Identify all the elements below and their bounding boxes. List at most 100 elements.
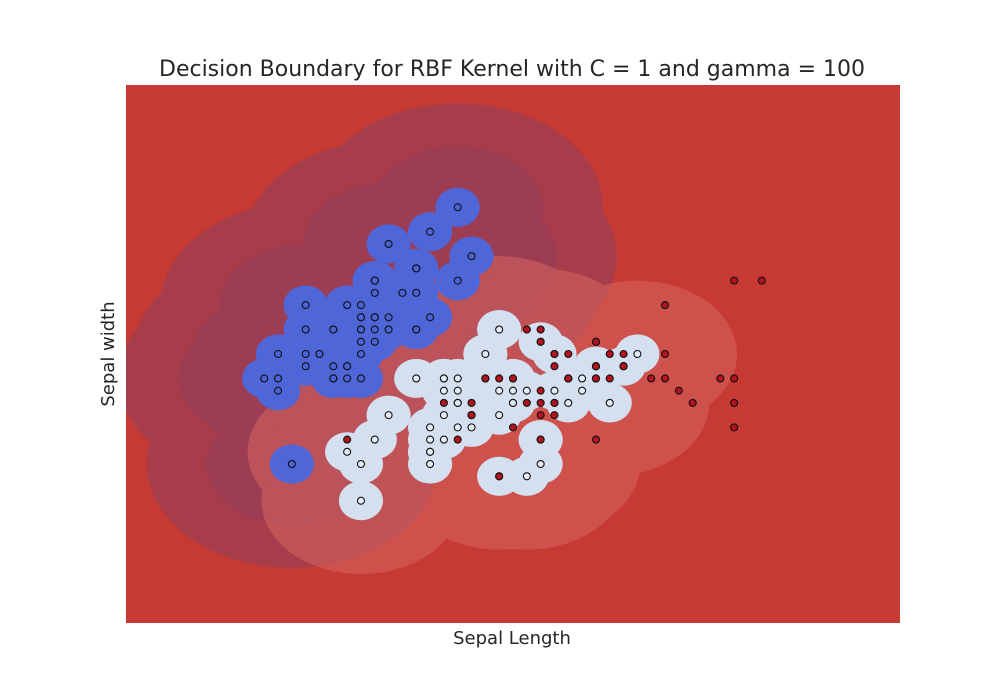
data-point-class-0: [453, 203, 462, 212]
data-point-class-2: [564, 349, 573, 359]
data-point-class-0: [384, 239, 393, 249]
data-point-class-0: [315, 349, 324, 359]
data-point-class-2: [730, 398, 739, 407]
data-point-class-2: [591, 362, 600, 371]
data-point-class-0: [301, 325, 310, 334]
data-point-class-2: [536, 337, 545, 346]
data-point-class-2: [508, 423, 518, 432]
data-point-class-2: [467, 411, 476, 420]
data-point-class-0: [329, 362, 338, 371]
data-point-class-0: [356, 325, 366, 334]
data-point-class-0: [412, 264, 421, 273]
data-point-class-0: [370, 325, 379, 334]
data-point-class-1: [370, 435, 379, 444]
data-point-class-1: [508, 398, 518, 407]
data-point-class-2: [660, 349, 670, 359]
data-point-class-0: [370, 313, 379, 322]
data-point-class-0: [453, 276, 462, 285]
data-point-class-1: [453, 386, 462, 395]
data-point-class-1: [439, 411, 448, 420]
data-point-class-0: [356, 349, 366, 359]
data-point-class-1: [605, 398, 614, 407]
data-point-class-2: [536, 435, 545, 444]
data-point-class-0: [301, 349, 310, 359]
data-point-class-1: [426, 423, 435, 432]
data-point-class-1: [495, 411, 504, 420]
data-point-class-0: [426, 227, 435, 236]
data-point-class-2: [467, 398, 476, 407]
data-point-class-1: [536, 459, 545, 469]
data-point-class-0: [273, 349, 283, 359]
data-point-class-1: [633, 349, 642, 359]
data-point-class-1: [495, 386, 504, 395]
data-point-class-2: [522, 398, 531, 407]
data-point-class-0: [356, 374, 366, 383]
data-point-class-1: [453, 374, 462, 383]
data-point-class-0: [301, 301, 310, 310]
data-point-class-1: [453, 398, 462, 407]
data-point-class-2: [495, 472, 504, 481]
data-point-class-0: [384, 313, 393, 322]
data-point-class-0: [467, 252, 476, 261]
data-point-class-1: [481, 349, 490, 359]
data-point-class-0: [343, 362, 352, 371]
data-point-class-2: [605, 374, 614, 383]
data-point-class-0: [343, 301, 352, 310]
x-axis-label: Sepal Length: [453, 628, 571, 649]
data-point-class-0: [370, 276, 379, 285]
data-point-class-2: [660, 374, 670, 383]
data-point-class-2: [508, 374, 518, 383]
data-point-class-0: [356, 301, 366, 310]
data-point-class-2: [619, 362, 628, 371]
data-point-class-0: [398, 288, 407, 297]
data-point-class-1: [384, 411, 393, 420]
data-point-class-2: [716, 374, 725, 383]
data-point-class-2: [536, 325, 545, 334]
plot-area: [126, 85, 900, 623]
data-point-class-0: [370, 288, 379, 297]
data-point-class-2: [453, 435, 462, 444]
data-point-class-2: [591, 337, 600, 346]
data-point-class-0: [426, 313, 435, 322]
data-point-class-2: [536, 398, 545, 407]
data-point-class-2: [674, 386, 683, 395]
data-points: [260, 203, 766, 505]
data-point-class-1: [439, 435, 448, 444]
data-point-class-1: [453, 423, 462, 432]
data-point-class-2: [550, 362, 559, 371]
data-point-class-1: [412, 374, 421, 383]
data-point-class-0: [370, 337, 379, 346]
data-point-class-0: [356, 337, 366, 346]
data-point-class-0: [329, 325, 338, 334]
y-axis-label: Sepal width: [98, 301, 119, 406]
data-point-class-2: [688, 398, 697, 407]
data-point-class-0: [273, 374, 283, 383]
data-point-class-1: [508, 386, 518, 395]
data-point-class-1: [578, 386, 587, 395]
data-point-class-2: [550, 349, 559, 359]
data-point-class-1: [578, 374, 587, 383]
data-point-class-2: [730, 276, 739, 285]
data-point-class-0: [412, 325, 421, 334]
data-point-class-2: [481, 374, 490, 383]
data-point-class-1: [356, 496, 366, 505]
data-point-class-2: [550, 398, 559, 407]
data-point-class-1: [439, 374, 448, 383]
data-point-class-2: [730, 423, 739, 432]
data-point-class-1: [564, 398, 573, 407]
data-point-class-2: [343, 435, 352, 444]
data-point-class-1: [522, 386, 531, 395]
data-point-class-1: [550, 386, 559, 395]
data-point-class-0: [384, 325, 393, 334]
data-point-class-2: [439, 398, 448, 407]
data-point-class-1: [426, 459, 435, 469]
chart-title: Decision Boundary for RBF Kernel with C …: [159, 57, 865, 82]
data-point-class-0: [301, 362, 310, 371]
data-point-class-2: [550, 411, 559, 420]
data-point-class-0: [356, 313, 366, 322]
data-point-class-0: [273, 386, 283, 395]
data-point-class-2: [591, 435, 600, 444]
data-point-class-1: [439, 386, 448, 395]
data-point-class-1: [522, 472, 531, 481]
